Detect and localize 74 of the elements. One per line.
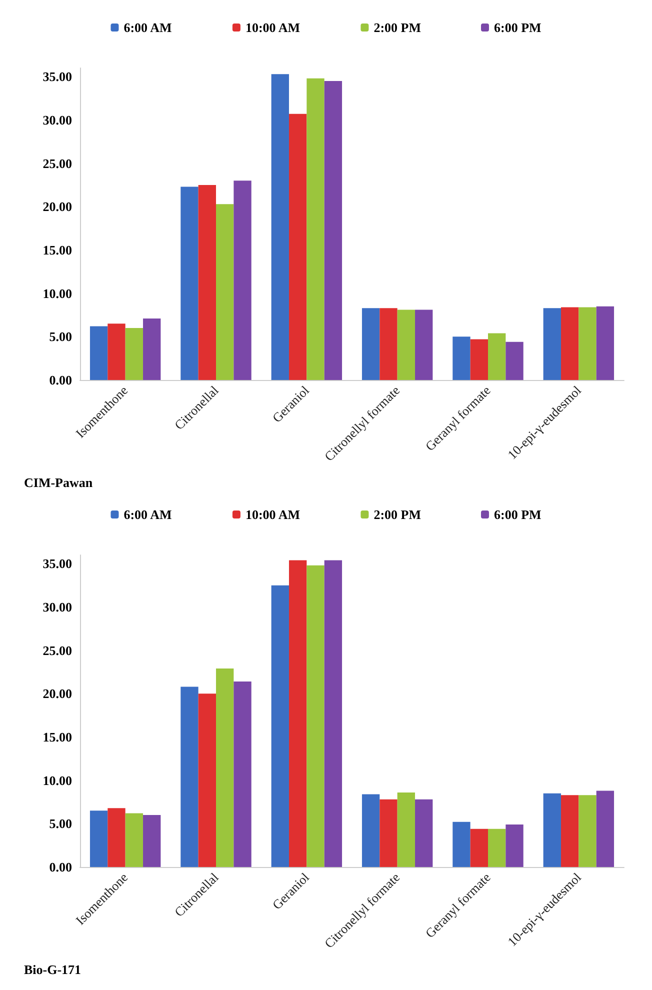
y-tick-label: 15.00	[42, 730, 72, 744]
text: Bio-G-171	[24, 962, 82, 977]
bar	[543, 793, 561, 867]
bar	[506, 342, 524, 380]
bar	[470, 339, 488, 380]
legend-label: 2:00 PM	[374, 507, 421, 522]
bar	[415, 310, 433, 380]
bar	[125, 328, 144, 380]
y-tick-label: 30.00	[42, 112, 72, 128]
bar	[108, 808, 126, 867]
y-tick-label: 0.00	[49, 860, 72, 874]
bar	[234, 682, 252, 867]
legend-label: 2:00 PM	[374, 20, 421, 35]
y-tick-label: 20.00	[42, 199, 72, 214]
bar	[452, 336, 470, 380]
legend-label: 10:00 AM	[245, 20, 300, 35]
bar	[288, 114, 307, 380]
bar	[362, 794, 380, 867]
y-tick-label: 10.00	[42, 286, 72, 301]
legend-label: 10:00 AM	[245, 507, 300, 522]
bar	[90, 326, 108, 380]
bar	[560, 795, 579, 867]
bar	[271, 74, 289, 380]
bar	[324, 560, 342, 867]
bar	[362, 308, 380, 380]
y-tick-label: 15.00	[42, 242, 72, 258]
legend-label: 6:00 PM	[494, 507, 542, 522]
y-tick-label: 25.00	[42, 156, 72, 171]
bar	[143, 815, 161, 867]
text: CIM-Pawan	[24, 475, 94, 490]
legend-label: 6:00 AM	[124, 20, 172, 35]
y-tick-label: 35.00	[42, 69, 72, 84]
bar	[380, 308, 398, 380]
bar	[216, 204, 234, 380]
bar	[488, 333, 506, 380]
bar	[180, 186, 198, 380]
y-tick-label: 5.00	[49, 329, 72, 344]
bar	[306, 565, 324, 867]
bar	[108, 324, 126, 380]
bar	[180, 686, 198, 867]
bar	[198, 185, 216, 380]
y-tick-label: 30.00	[42, 600, 72, 614]
bar	[397, 310, 416, 380]
bar	[596, 790, 614, 867]
bar	[415, 799, 433, 867]
bar	[578, 795, 596, 867]
y-tick-label: 20.00	[42, 686, 72, 702]
bar	[90, 810, 108, 867]
bar	[198, 694, 216, 867]
y-tick-label: 35.00	[42, 556, 72, 572]
bar	[234, 180, 252, 380]
legend-label: 6:00 PM	[494, 20, 542, 35]
bar	[452, 822, 470, 867]
bar	[397, 792, 416, 867]
bar	[470, 828, 488, 867]
bar	[288, 560, 307, 867]
bar	[324, 81, 342, 380]
bar	[306, 78, 324, 380]
bar	[488, 828, 506, 867]
bar	[543, 308, 561, 380]
bar	[596, 306, 614, 380]
bar	[143, 318, 161, 380]
bar	[271, 585, 289, 867]
bar	[380, 799, 398, 867]
y-tick-label: 25.00	[42, 642, 72, 658]
bar	[125, 813, 144, 867]
bar	[506, 824, 524, 867]
bar	[560, 307, 579, 380]
legend-label: 6:00 AM	[124, 507, 172, 522]
y-tick-label: 10.00	[42, 772, 72, 788]
bar	[578, 307, 596, 380]
bar	[216, 668, 234, 867]
y-tick-label: 0.00	[49, 372, 72, 388]
y-tick-label: 5.00	[49, 816, 72, 832]
